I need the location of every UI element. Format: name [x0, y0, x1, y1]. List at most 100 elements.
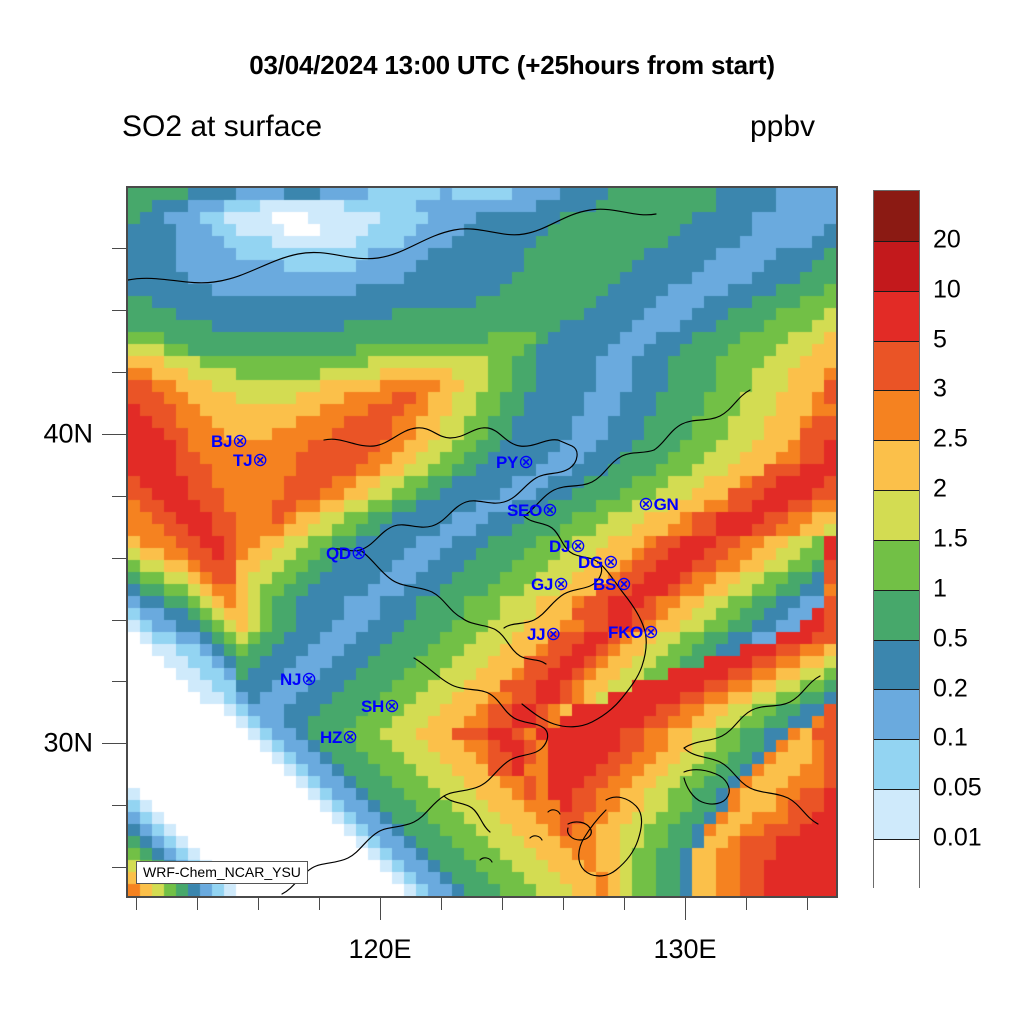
station-marker-gn: ⊗GN [638, 494, 679, 515]
station-label: BJ [211, 432, 233, 451]
colorbar-band [874, 789, 919, 839]
station-point-icon: ⊗ [570, 536, 586, 557]
colorbar-band [874, 290, 919, 341]
colorbar-band [874, 838, 919, 889]
colorbar-tick-label: 2 [933, 474, 947, 503]
station-label: HZ [320, 728, 343, 747]
y-axis-minor-tick [102, 434, 126, 435]
page-title: 03/04/2024 13:00 UTC (+25hours from star… [249, 50, 775, 80]
x-axis-minor-tick [258, 898, 259, 910]
station-marker-dg: DG⊗ [578, 552, 619, 573]
x-axis-minor-tick [197, 898, 198, 910]
x-axis-minor-tick [502, 898, 503, 910]
colorbar-band [874, 440, 919, 491]
station-point-icon: ⊗ [602, 552, 619, 573]
y-axis-label: 40N [43, 418, 93, 449]
x-axis-minor-tick [380, 898, 381, 920]
y-axis-minor-tick [112, 681, 126, 682]
station-label: DJ [549, 537, 571, 556]
y-axis-minor-tick [112, 310, 126, 311]
colorbar-band [874, 739, 919, 790]
station-marker-nj: NJ⊗ [280, 669, 317, 690]
colorbar-tick-label: 10 [933, 275, 961, 304]
station-marker-tj: TJ⊗ [233, 450, 268, 471]
station-point-icon: ⊗ [553, 574, 569, 595]
x-axis-minor-tick [563, 898, 564, 910]
x-axis-minor-tick [624, 898, 625, 910]
colorbar-band [874, 539, 919, 590]
x-axis-label: 120E [348, 934, 412, 964]
colorbar-tick-label: 0.5 [933, 624, 968, 653]
colorbar-tick-label: 2.5 [933, 424, 968, 453]
station-marker-sh: SH⊗ [361, 696, 400, 717]
station-label: TJ [233, 451, 253, 470]
y-axis-label: 30N [43, 727, 93, 758]
station-marker-bs: BS⊗ [593, 575, 632, 594]
station-marker-jj: JJ⊗ [527, 624, 561, 645]
colorbar [873, 190, 920, 889]
station-label: PY [496, 453, 519, 472]
station-point-icon: ⊗ [232, 431, 248, 452]
station-point-icon: ⊗ [518, 452, 534, 473]
y-axis-minor-tick [112, 867, 126, 868]
y-axis-minor-tick [112, 372, 126, 373]
colorbar-band [874, 589, 919, 640]
station-label: JJ [527, 625, 546, 644]
y-axis-minor-tick [112, 558, 126, 559]
colorbar-band [874, 689, 919, 740]
x-axis-minor-tick [807, 898, 808, 910]
station-marker-fko: FKO⊗ [608, 622, 659, 643]
so2-concentration-field [128, 188, 836, 896]
colorbar-tick-label: 0.1 [933, 723, 968, 752]
y-axis-minor-tick [112, 248, 126, 249]
colorbar-band [874, 390, 919, 441]
coastline-overlay [128, 208, 821, 895]
x-axis-label: 130E [653, 934, 717, 964]
station-marker-dj: DJ⊗ [549, 536, 586, 557]
station-point-icon: ⊗ [642, 622, 659, 643]
station-marker-hz: HZ⊗ [320, 727, 358, 748]
y-axis-minor-tick [102, 743, 126, 744]
station-point-icon: ⊗ [384, 696, 400, 717]
colorbar-band [874, 340, 919, 391]
units-label: ppbv [750, 110, 816, 143]
colorbar-band [874, 240, 919, 291]
station-label: GJ [531, 575, 554, 594]
colorbar-band [874, 639, 919, 690]
x-axis-minor-tick [685, 898, 686, 920]
colorbar-tick-label: 0.05 [933, 773, 982, 802]
station-point-icon: ⊗ [542, 500, 558, 521]
station-marker-gj: GJ⊗ [531, 574, 569, 595]
colorbar-tick-label: 1 [933, 574, 947, 603]
station-label: FKO [608, 623, 643, 642]
y-axis-minor-tick [112, 805, 126, 806]
x-axis-minor-tick [441, 898, 442, 910]
colorbar-band [874, 191, 919, 241]
station-point-icon: ⊗ [301, 669, 317, 690]
station-marker-py: PY⊗ [496, 452, 534, 473]
station-label: BS [593, 575, 617, 594]
station-point-icon: ⊗ [638, 494, 654, 515]
colorbar-band [874, 490, 919, 540]
colorbar-tick-label: 20 [933, 225, 961, 254]
station-marker-seo: SEO⊗ [507, 500, 558, 521]
station-label: GN [653, 495, 679, 514]
station-point-icon: ⊗ [545, 624, 561, 645]
station-label: SEO [507, 501, 543, 520]
x-axis-minor-tick [136, 898, 137, 910]
model-watermark: WRF-Chem_NCAR_YSU [136, 861, 308, 884]
station-marker-qd: QD⊗ [326, 543, 367, 564]
station-marker-bj: BJ⊗ [211, 431, 248, 452]
station-label: SH [361, 697, 385, 716]
colorbar-tick-label: 5 [933, 325, 947, 354]
map-plot-area: BJ⊗ TJ⊗ QD⊗ NJ⊗ SH⊗ HZ⊗ PY⊗ SEO⊗ ⊗GN DJ⊗ DG⊗ GJ⊗ BS⊗… [126, 186, 838, 898]
x-axis-minor-tick [319, 898, 320, 910]
station-point-icon: ⊗ [342, 727, 358, 748]
station-point-icon: ⊗ [252, 450, 268, 471]
y-axis-minor-tick [112, 496, 126, 497]
x-axis-minor-tick [746, 898, 747, 910]
y-axis-minor-tick [112, 620, 126, 621]
station-label: QD [326, 544, 351, 563]
variable-label: SO2 at surface [122, 110, 323, 143]
station-point-icon: ⊗ [350, 543, 367, 564]
